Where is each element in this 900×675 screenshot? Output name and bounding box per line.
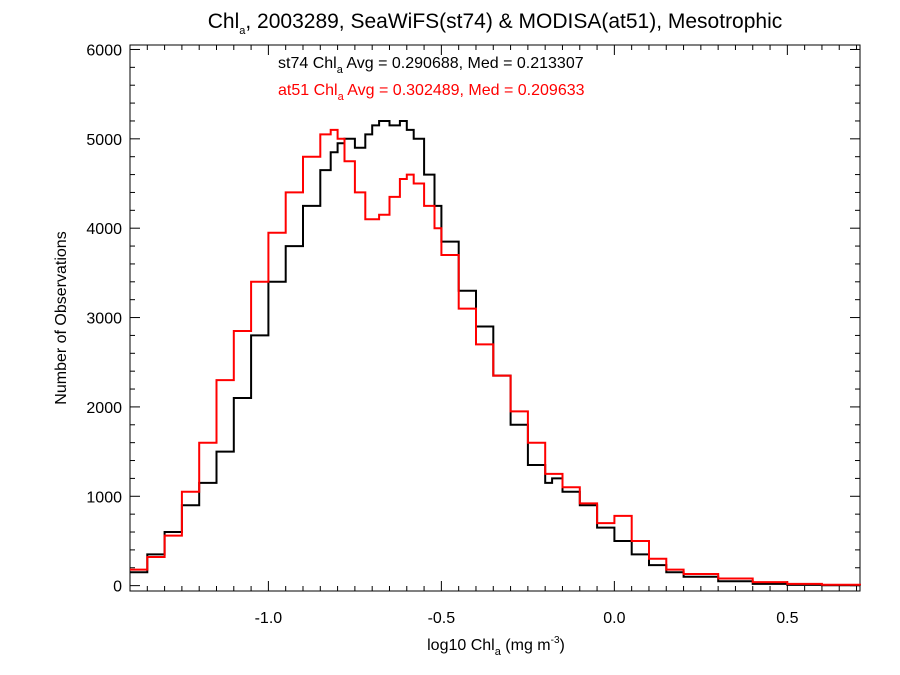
x-axis-label-mid: (mg m [501, 637, 551, 654]
x-axis-label-post: ) [560, 637, 565, 654]
series-layer [130, 120, 861, 587]
x-axis-label-pre: log10 Chl [427, 637, 495, 654]
title-prefix: Chl [208, 10, 240, 33]
series-line-st74 [130, 120, 861, 587]
plot-frame [129, 44, 861, 592]
y-tick-label: 2000 [86, 400, 122, 417]
x-axis-label-sub: a [495, 646, 502, 658]
y-tick-label: 6000 [86, 42, 122, 59]
y-axis-label: Number of Observations [53, 231, 70, 404]
x-axis-label: log10 Chla (mg m-3) [427, 635, 565, 658]
y-tick-label: 4000 [86, 221, 122, 238]
annotation-at51-sub: a [338, 91, 345, 103]
annotation-st74-post: Avg = 0.290688, Med = 0.213307 [343, 55, 584, 72]
x-axis-label-sup: -3 [551, 635, 560, 646]
annotation-st74-sub: a [337, 64, 344, 76]
x-tick-label: -0.5 [428, 610, 456, 627]
y-tick-label: 0 [113, 579, 122, 596]
annotation-st74: st74 Chla Avg = 0.290688, Med = 0.213307 [278, 55, 584, 76]
annotation-st74-pre: st74 Chl [278, 55, 337, 72]
series-line-at51 [130, 128, 861, 586]
annotation-at51-pre: at51 Chl [278, 82, 338, 99]
x-tick-label: 0.5 [776, 610, 798, 627]
x-tick-label: 0.0 [603, 610, 625, 627]
axis-tick-labels: -1.0 -0.5 0.0 0.5 0 1000 2000 3000 4000 5000 6000 [86, 42, 798, 627]
title-prefix-subscript: a [239, 25, 246, 37]
title-rest: , 2003289, SeaWiFS(st74) & MODISA(at51),… [245, 10, 782, 33]
y-tick-label: 3000 [86, 311, 122, 328]
axis-ticks [130, 45, 860, 591]
y-tick-label: 1000 [86, 489, 122, 506]
annotation-at51-post: Avg = 0.302489, Med = 0.209633 [344, 82, 585, 99]
x-tick-label: -1.0 [255, 610, 283, 627]
chart-title: Chla, 2003289, SeaWiFS(st74) & MODISA(at… [208, 10, 783, 37]
annotation-at51: at51 Chla Avg = 0.302489, Med = 0.209633 [278, 82, 585, 103]
y-tick-label: 5000 [86, 132, 122, 149]
